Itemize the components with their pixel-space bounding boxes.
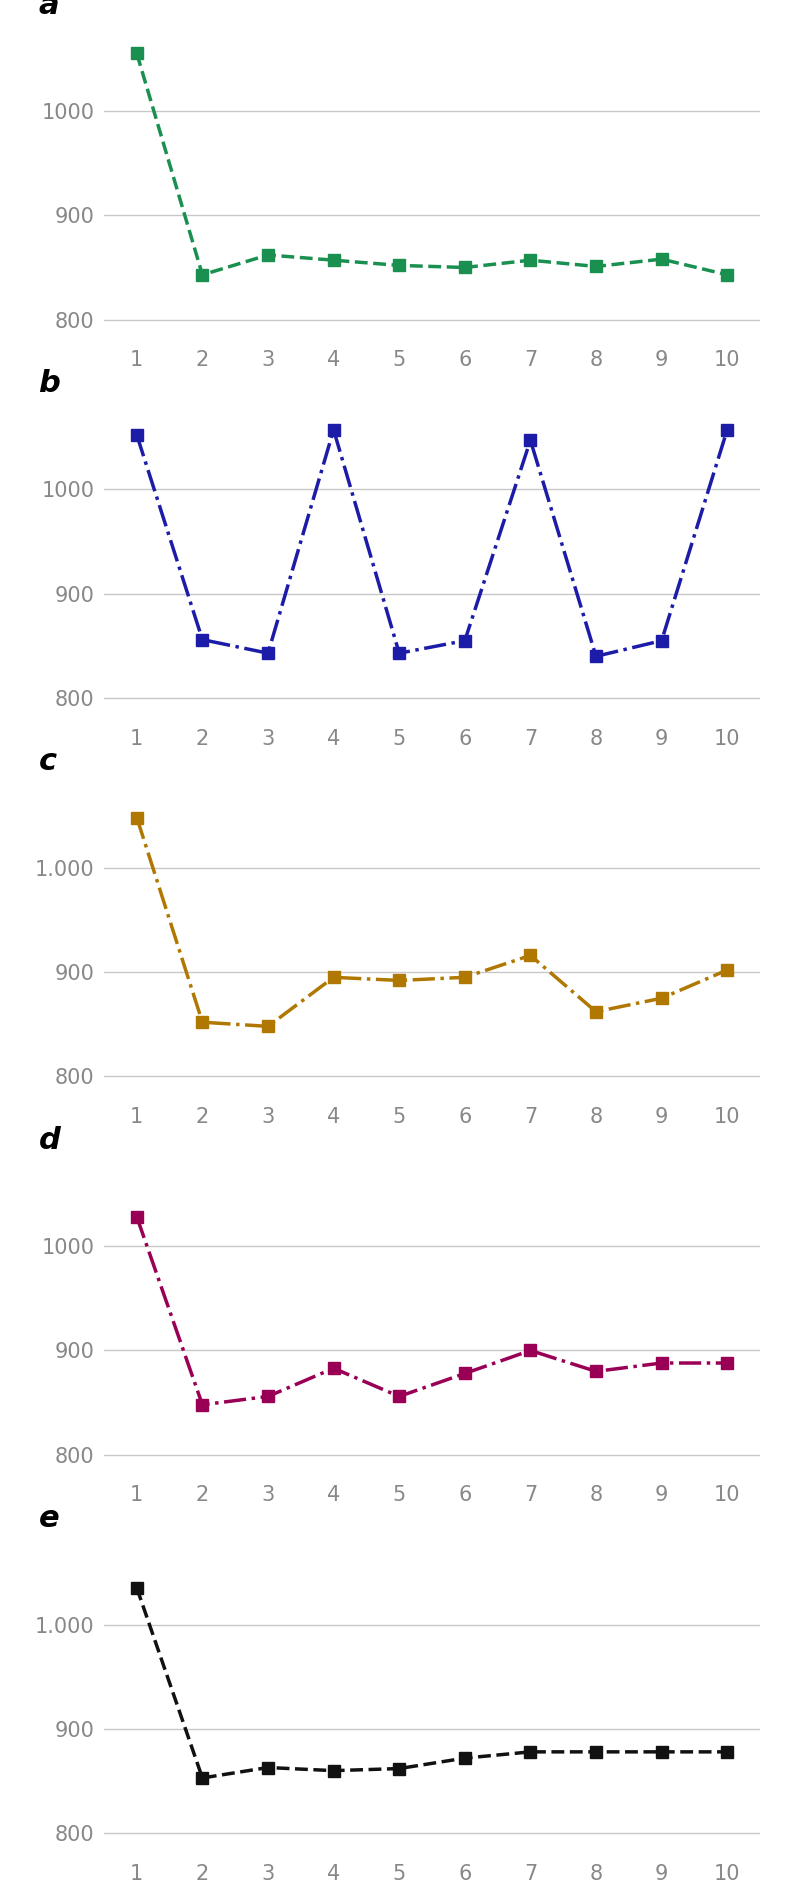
Text: a: a (38, 0, 59, 19)
Text: d: d (38, 1126, 60, 1154)
Text: e: e (38, 1504, 59, 1533)
Text: b: b (38, 369, 60, 397)
Text: c: c (38, 747, 57, 776)
